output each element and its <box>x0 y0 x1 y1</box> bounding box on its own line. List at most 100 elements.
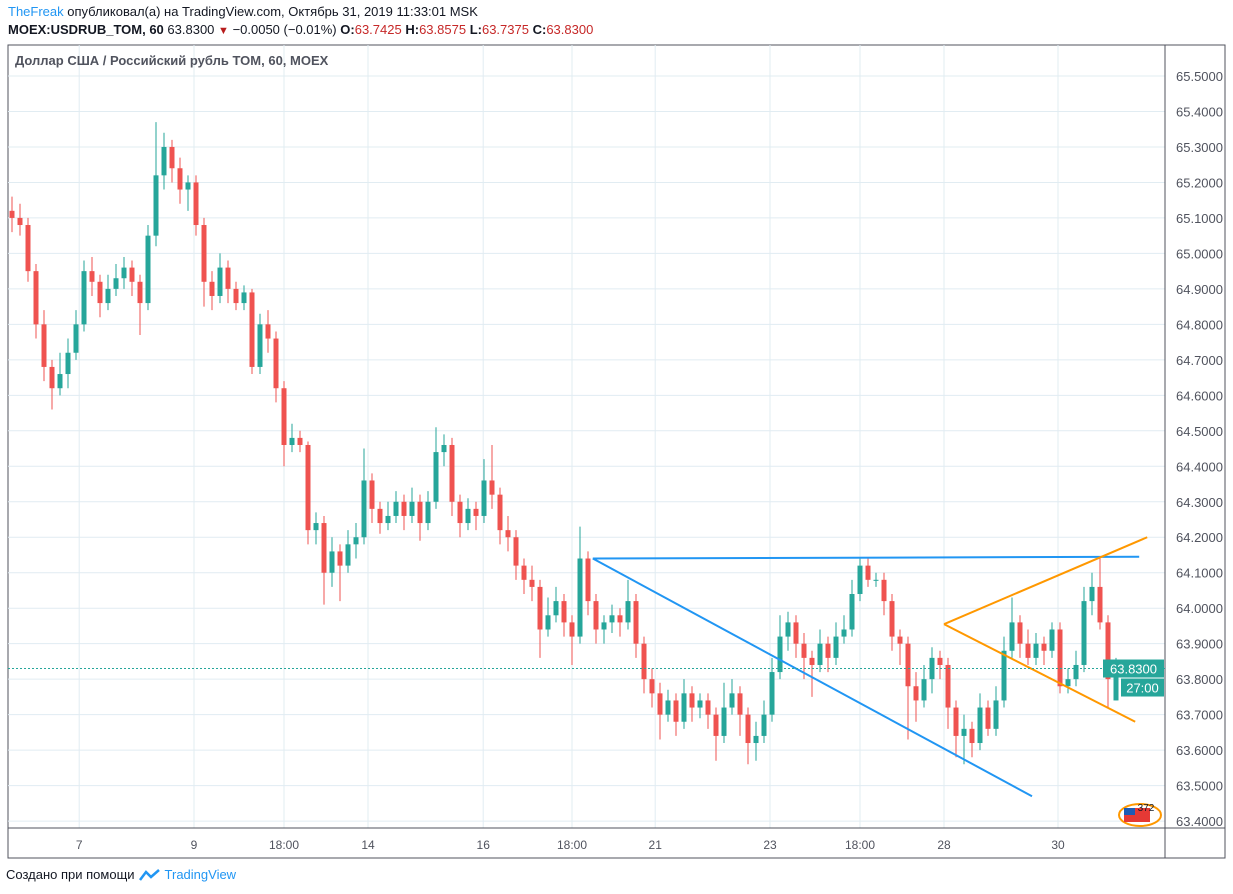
candle <box>1057 622 1063 694</box>
candle-body <box>585 558 591 602</box>
candle-body <box>337 551 343 566</box>
candle <box>905 636 911 740</box>
candle <box>9 196 15 233</box>
y-tick-label: 64.2000 <box>1176 530 1223 545</box>
tradingview-link[interactable]: TradingView <box>164 867 237 882</box>
candle-body <box>201 225 207 282</box>
candle <box>25 217 31 282</box>
candle <box>273 331 279 403</box>
candle-body <box>825 643 831 658</box>
candle-body <box>889 601 895 637</box>
flag-badge-count: 372 <box>1138 803 1155 814</box>
candle-body <box>401 501 407 516</box>
author-link[interactable]: TheFreak <box>8 4 64 19</box>
candle <box>281 381 287 467</box>
candle-body <box>561 601 567 623</box>
candle-body <box>497 494 503 531</box>
symbol-info: MOEX:USDRUB_TOM, 60 63.8300 ▼ −0.0050 (−… <box>8 22 593 37</box>
down-arrow-icon: ▼ <box>218 25 229 37</box>
last-price-badge <box>1103 659 1164 678</box>
candle <box>73 310 79 360</box>
candle-body <box>361 480 367 538</box>
candle-body <box>169 146 175 169</box>
candle <box>585 551 591 616</box>
candle <box>809 650 815 697</box>
y-tick-label: 65.4000 <box>1176 104 1223 119</box>
candle-body <box>697 700 703 708</box>
y-tick-label: 64.7000 <box>1176 353 1223 368</box>
candle-body <box>945 664 951 708</box>
candle <box>401 494 407 531</box>
candle-body <box>609 615 615 623</box>
candle-body <box>297 437 303 445</box>
candle <box>625 579 631 630</box>
candle-body <box>81 271 87 325</box>
candle <box>1049 622 1055 658</box>
candle <box>505 515 511 552</box>
y-tick-label: 63.5000 <box>1176 779 1223 794</box>
candle <box>241 285 247 311</box>
candle <box>721 682 727 744</box>
y-tick-label: 64.1000 <box>1176 566 1223 581</box>
candle-body <box>1073 664 1079 680</box>
candle <box>321 515 327 605</box>
candle-body <box>377 508 383 524</box>
candle-body <box>281 388 287 445</box>
candle <box>593 594 599 644</box>
candle-body <box>937 657 943 665</box>
candle-body <box>1001 650 1007 701</box>
close-value: 63.8300 <box>546 22 594 37</box>
candle <box>161 132 167 190</box>
y-tick-label: 64.8000 <box>1176 317 1223 332</box>
candle <box>289 423 295 453</box>
candle-body <box>777 636 783 673</box>
candle <box>985 700 991 736</box>
x-tick-label: 18:00 <box>557 838 587 852</box>
candle <box>433 427 439 509</box>
candle <box>313 512 319 545</box>
candle-body <box>505 530 511 538</box>
candle <box>1017 615 1023 658</box>
candle <box>529 565 535 602</box>
x-tick-label: 7 <box>76 838 83 852</box>
candle <box>849 579 855 637</box>
chart-legend-title: Доллар США / Российский рубль TOM, 60, M… <box>15 53 329 68</box>
candle-body <box>225 267 231 289</box>
candle <box>489 444 495 509</box>
candle <box>649 668 655 708</box>
last-price: 63.8300 <box>167 22 215 37</box>
descending-trendline-line <box>592 557 1033 798</box>
footer: Создано при помощи TradingView <box>6 867 236 882</box>
candle-body <box>785 622 791 637</box>
candle-body <box>305 444 311 531</box>
candle <box>49 359 55 410</box>
candle-body <box>345 544 351 566</box>
candle <box>1097 558 1103 630</box>
candle <box>121 256 127 289</box>
candle-body <box>513 537 519 566</box>
candle <box>233 281 239 311</box>
candle-body <box>1105 622 1111 680</box>
y-tick-label: 65.1000 <box>1176 211 1223 226</box>
candle <box>953 700 959 758</box>
wedge-lower-line <box>943 623 1136 723</box>
candle <box>657 682 663 740</box>
candle-body <box>953 707 959 736</box>
candle-body <box>353 537 359 545</box>
candle-body <box>257 324 263 367</box>
candle <box>673 693 679 736</box>
candle-body <box>473 508 479 516</box>
x-tick-label: 16 <box>477 838 491 852</box>
candle <box>553 586 559 623</box>
candle-body <box>433 452 439 502</box>
candle <box>569 615 575 665</box>
candle-body <box>897 636 903 644</box>
candle <box>265 310 271 353</box>
candle-body <box>1081 601 1087 665</box>
candle-body <box>409 501 415 516</box>
candle <box>97 274 103 318</box>
y-tick-label: 65.5000 <box>1176 69 1223 84</box>
candle <box>177 157 183 204</box>
last-price-label: 63.8300 <box>1110 662 1157 677</box>
